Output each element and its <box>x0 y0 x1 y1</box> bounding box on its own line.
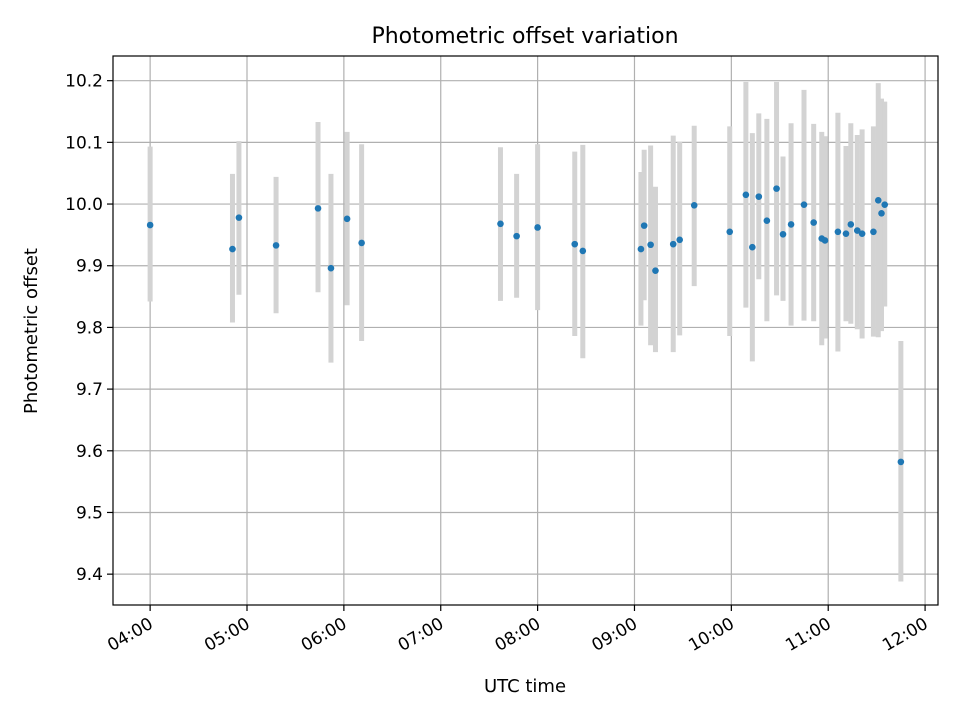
data-point <box>749 243 756 251</box>
data-point <box>763 217 771 224</box>
data-point <box>874 197 882 204</box>
data-point <box>773 185 780 192</box>
plot-frame <box>112 55 939 606</box>
data-point <box>327 264 335 272</box>
data-point <box>870 228 877 236</box>
data-point <box>742 191 750 199</box>
data-point <box>787 221 795 228</box>
data-point <box>652 267 659 274</box>
data-point <box>513 232 520 240</box>
y-tick-label: 9.5 <box>76 503 103 523</box>
y-tick-label: 9.7 <box>76 380 103 400</box>
data-point <box>779 230 787 238</box>
data-point <box>881 201 889 208</box>
data-point <box>676 236 683 244</box>
y-axis-label: Photometric offset <box>21 248 42 414</box>
data-point <box>800 201 808 208</box>
data-point <box>571 240 579 248</box>
data-point <box>853 227 861 234</box>
data-point <box>146 221 154 229</box>
data-point <box>821 237 829 244</box>
data-point <box>842 230 850 237</box>
data-point <box>834 228 842 236</box>
y-tick-label: 9.9 <box>76 257 103 277</box>
data-points <box>146 185 905 466</box>
data-point <box>755 193 763 200</box>
data-point <box>534 224 541 231</box>
data-point <box>497 220 504 228</box>
data-point <box>272 242 280 249</box>
data-point <box>669 240 677 248</box>
data-point <box>690 201 698 209</box>
data-point <box>343 215 351 223</box>
data-point <box>897 458 905 466</box>
y-tick-label: 9.4 <box>76 565 103 585</box>
data-point <box>847 221 855 228</box>
data-point <box>858 230 866 237</box>
data-point <box>647 241 654 249</box>
data-point <box>878 209 885 217</box>
y-axis-ticks: 9.4 9.5 9.6 9.7 9.8 9.9 10.0 10.1 10.2 <box>65 72 113 585</box>
grid-lines <box>113 56 938 605</box>
y-tick-label: 9.6 <box>76 442 103 462</box>
data-point <box>358 239 365 247</box>
data-point <box>229 245 236 253</box>
data-point <box>579 247 587 255</box>
data-point <box>637 245 645 253</box>
y-tick-label: 10.1 <box>65 133 103 153</box>
data-point <box>810 219 817 226</box>
data-point <box>640 222 648 229</box>
x-axis-label: UTC time <box>484 676 566 697</box>
y-tick-label: 10.0 <box>65 195 103 215</box>
data-point <box>314 205 322 212</box>
y-tick-label: 10.2 <box>65 72 103 92</box>
chart-title: Photometric offset variation <box>371 24 678 49</box>
y-tick-label: 9.8 <box>76 318 103 338</box>
data-point <box>235 214 243 221</box>
data-point <box>726 228 734 236</box>
